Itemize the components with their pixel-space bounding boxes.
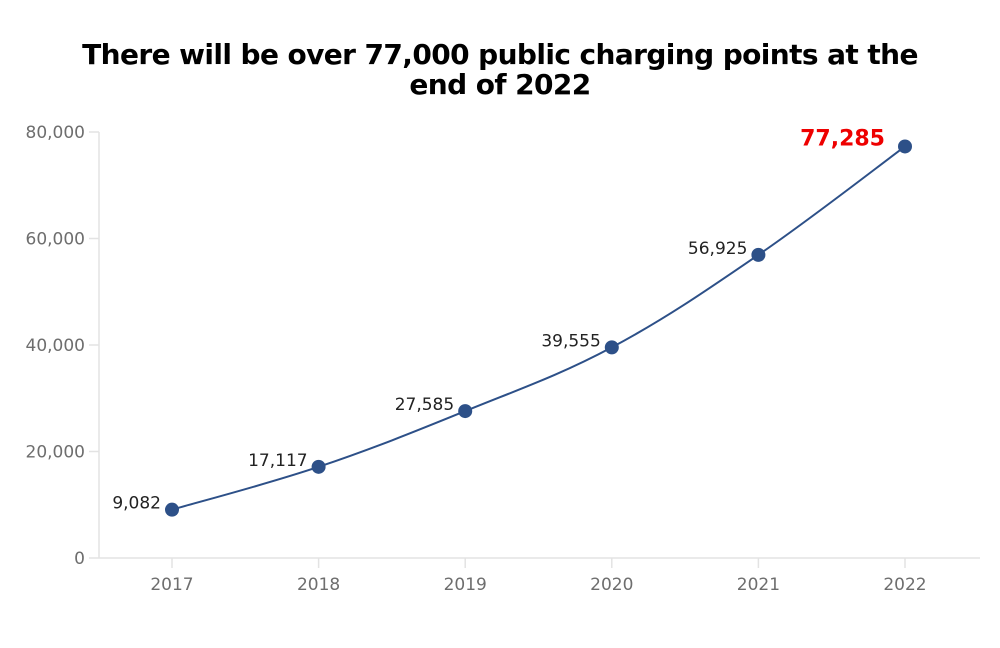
data-label-highlight: 77,285 xyxy=(800,126,885,151)
x-tick-label: 2017 xyxy=(150,575,193,595)
y-tick-label: 60,000 xyxy=(26,230,85,250)
x-tick-label: 2019 xyxy=(444,575,487,595)
y-axis-ticks: 0 20,000 40,000 60,000 80,000 xyxy=(26,123,99,569)
data-label: 27,585 xyxy=(395,395,454,415)
data-point xyxy=(604,340,619,355)
y-tick-label: 40,000 xyxy=(26,336,85,356)
x-tick-label: 2022 xyxy=(883,575,926,595)
data-point xyxy=(165,502,179,517)
data-point xyxy=(311,459,326,474)
data-point xyxy=(751,247,766,262)
data-point xyxy=(458,404,473,419)
y-tick-label: 0 xyxy=(74,549,85,569)
data-label: 56,925 xyxy=(688,239,747,259)
data-label: 9,082 xyxy=(112,494,161,514)
chart-title-line-2: end of 2022 xyxy=(409,68,591,101)
data-label: 17,117 xyxy=(248,451,307,471)
data-point xyxy=(898,139,912,154)
y-tick-label: 80,000 xyxy=(26,123,85,143)
chart-title: There will be over 77,000 public chargin… xyxy=(0,40,1000,100)
data-label: 39,555 xyxy=(541,331,600,351)
x-tick-label: 2020 xyxy=(590,575,633,595)
x-tick-label: 2018 xyxy=(297,575,340,595)
x-tick-label: 2021 xyxy=(737,575,780,595)
series-line xyxy=(171,145,906,511)
data-labels: 9,082 17,117 27,585 39,555 56,925 77,285 xyxy=(112,126,885,513)
chart-title-line-1: There will be over 77,000 public chargin… xyxy=(82,38,918,71)
x-axis-ticks: 2017 2018 2019 2020 2021 2022 xyxy=(150,558,927,595)
data-points xyxy=(165,139,912,517)
y-tick-label: 20,000 xyxy=(26,443,85,463)
